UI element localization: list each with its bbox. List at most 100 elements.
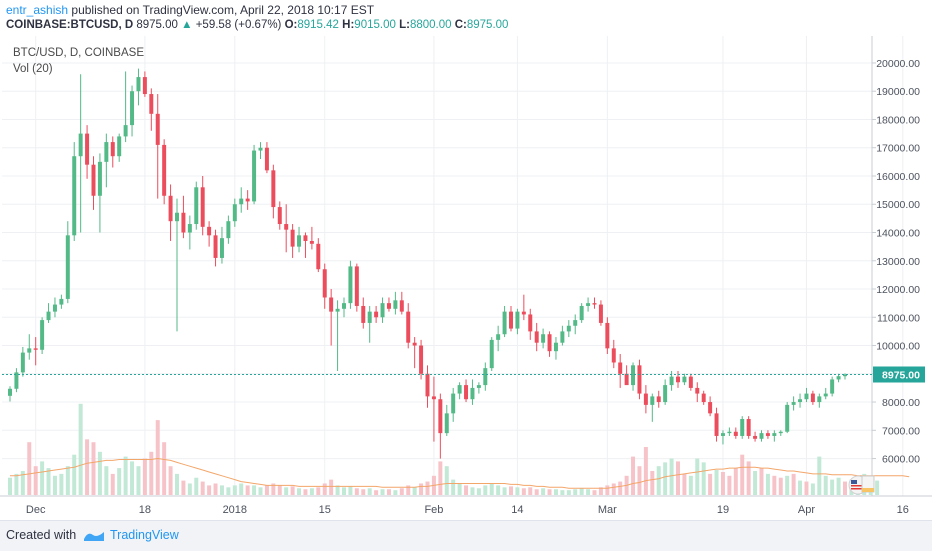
candle-body	[656, 396, 661, 403]
volume-bar	[303, 489, 308, 495]
candle-body	[200, 187, 205, 227]
time-tick-label: 19	[717, 504, 729, 516]
candle-body	[772, 433, 777, 436]
price-tick-label: 16000.00	[876, 171, 920, 183]
candle-body	[162, 144, 167, 196]
candle-body	[553, 342, 558, 352]
volume-bar	[534, 489, 539, 495]
candle-body	[643, 393, 648, 405]
time-tick-label: 16	[897, 504, 909, 516]
candle-body	[476, 385, 481, 388]
volume-bar	[528, 487, 533, 495]
candle-body	[329, 297, 334, 312]
candle-body	[714, 413, 719, 436]
volume-bar	[194, 477, 199, 495]
candle-body	[277, 207, 282, 225]
candle-body	[509, 311, 513, 329]
volume-bar	[598, 487, 603, 495]
tradingview-brand-link[interactable]: TradingView	[110, 528, 179, 542]
candle-body	[676, 376, 680, 383]
candle-body	[245, 198, 250, 202]
candle-body	[650, 396, 655, 405]
volume-bar	[386, 489, 391, 495]
volume-bar	[727, 475, 732, 495]
time-axis[interactable]: Dec 18 2018 15 Feb 14 Mar 19 Apr 16	[26, 504, 909, 516]
volume-bar	[464, 485, 469, 495]
volume-bar	[836, 477, 841, 495]
volume-bar	[708, 473, 713, 495]
chart-area[interactable]: 6000.007000.008000.009000.0010000.001100…	[0, 36, 932, 520]
candle-body	[239, 198, 244, 205]
low-value: 8800.00	[409, 19, 452, 31]
price-tick-label: 11000.00	[877, 312, 920, 324]
volume-bar	[264, 485, 269, 495]
volume-bar	[380, 489, 385, 495]
candle-body	[386, 303, 391, 309]
candle-body	[720, 433, 725, 436]
last-price-tag-label: 8975.00	[882, 370, 920, 382]
candle-body	[264, 147, 269, 171]
last-price-tag-bg	[873, 366, 925, 383]
volume-bar	[232, 485, 237, 495]
chart-legend: BTC/USD, D, COINBASE Vol (20)	[13, 45, 144, 77]
volume-bar	[676, 461, 680, 495]
volume-bar	[245, 485, 250, 495]
candle-body	[425, 373, 430, 397]
volume-bar	[669, 458, 674, 495]
candle-body	[701, 393, 706, 403]
candle-body	[155, 113, 160, 145]
volume-bar	[810, 483, 815, 495]
volume-bar	[656, 466, 661, 495]
price-tick-label: 17000.00	[876, 143, 920, 155]
author-link[interactable]: entr_ashish	[6, 3, 69, 17]
candle-body	[52, 304, 57, 312]
volume-bar	[316, 487, 321, 495]
candle-body	[798, 399, 803, 403]
candles	[8, 68, 847, 459]
candle-body	[187, 224, 192, 233]
events-icon[interactable]	[861, 475, 875, 493]
tradingview-logo-icon[interactable]	[82, 529, 106, 543]
candlestick-chart[interactable]: 6000.007000.008000.009000.0010000.001100…	[0, 36, 932, 520]
candle-body	[624, 373, 629, 386]
volume-bar	[59, 473, 64, 495]
candle-body	[753, 435, 758, 439]
candle-body	[367, 311, 372, 323]
volume-bar	[271, 483, 276, 495]
volume-bar	[162, 442, 167, 495]
volume-bar	[496, 485, 501, 495]
volume-bar	[875, 480, 880, 495]
candle-body	[309, 240, 314, 244]
volume-bar	[117, 468, 122, 495]
volume-bar	[798, 480, 803, 495]
candle-body	[361, 305, 366, 323]
volume-bar	[451, 479, 456, 495]
volume-bar	[521, 488, 526, 495]
candle-body	[483, 368, 488, 386]
candle-body	[226, 221, 231, 239]
volume-bar	[258, 487, 263, 495]
chart-header: entr_ashish published on TradingView.com…	[0, 0, 932, 36]
candle-body	[547, 334, 552, 352]
last-price-text: 8975.00	[136, 19, 178, 31]
candle-body	[502, 311, 507, 335]
volume-bar	[457, 483, 462, 495]
volume-bar	[566, 490, 571, 495]
candle-body	[528, 314, 533, 332]
volume-bar	[168, 466, 173, 495]
close-value: 8975.00	[466, 19, 509, 31]
volume-bar	[843, 481, 847, 495]
candle-body	[708, 402, 713, 414]
volume-bar	[213, 483, 218, 495]
volume-bar	[804, 481, 809, 495]
volume-bar	[252, 485, 257, 495]
volume-bar	[187, 483, 192, 495]
candle-body	[541, 334, 546, 343]
candle-body	[213, 235, 218, 258]
candle-body	[579, 305, 584, 321]
candle-body	[97, 161, 102, 196]
volume-bar	[239, 483, 244, 495]
candle-body	[836, 376, 841, 380]
price-axis[interactable]: 6000.007000.008000.009000.0010000.001100…	[872, 58, 920, 466]
volume-bar	[650, 471, 655, 495]
